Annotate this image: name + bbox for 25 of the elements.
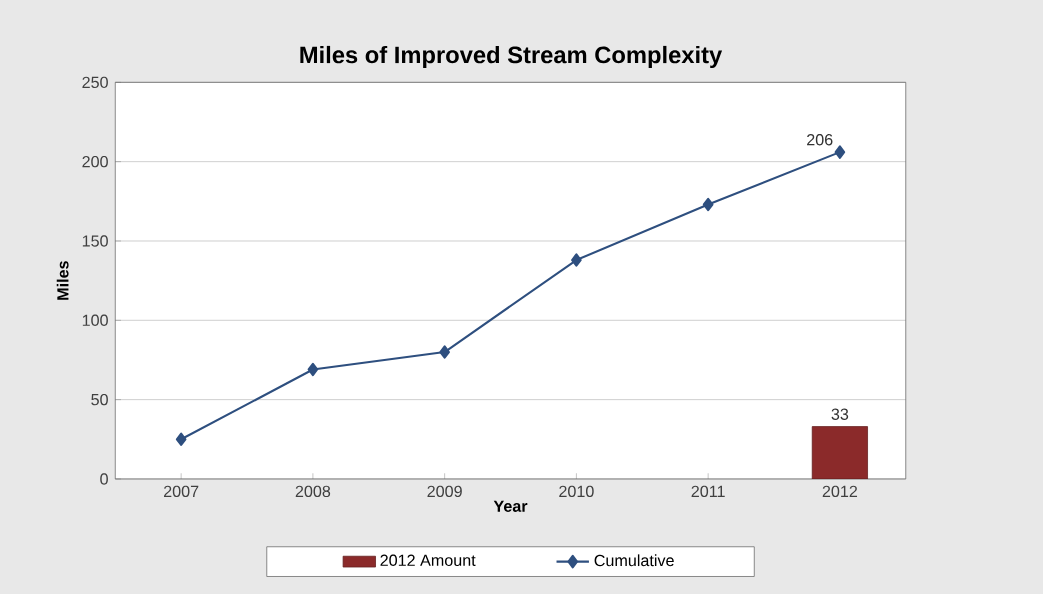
x-tick-label: 2009 <box>427 485 462 497</box>
point <box>702 197 714 212</box>
y-tick-label: 100 <box>82 314 108 326</box>
legend-label: 2012 Amount <box>380 554 476 566</box>
point <box>175 432 187 446</box>
y-axis-title: Miles <box>56 261 69 300</box>
legend-label: Cumulative <box>594 554 674 567</box>
x-tick-label: 2011 <box>691 485 725 497</box>
y-tick-label: 200 <box>82 155 108 168</box>
point <box>439 345 450 359</box>
data-label: 206 <box>807 133 833 146</box>
point <box>307 362 319 377</box>
x-tick-label: 2012 <box>822 485 858 497</box>
chart-title: Miles of Improved Stream Complexity <box>300 45 723 68</box>
x-tick-label: 2007 <box>164 485 199 497</box>
point <box>571 253 582 267</box>
x-tick-label: 2008 <box>295 485 331 497</box>
y-tick-label: 0 <box>100 473 108 485</box>
y-tick-label: 250 <box>82 76 108 88</box>
x-tick-label: 2010 <box>559 485 594 497</box>
point <box>834 145 846 159</box>
data-label: 33 <box>831 408 849 420</box>
x-axis-title: Year <box>493 500 528 512</box>
y-tick-label: 50 <box>91 393 108 406</box>
y-tick-label: 150 <box>82 235 108 247</box>
